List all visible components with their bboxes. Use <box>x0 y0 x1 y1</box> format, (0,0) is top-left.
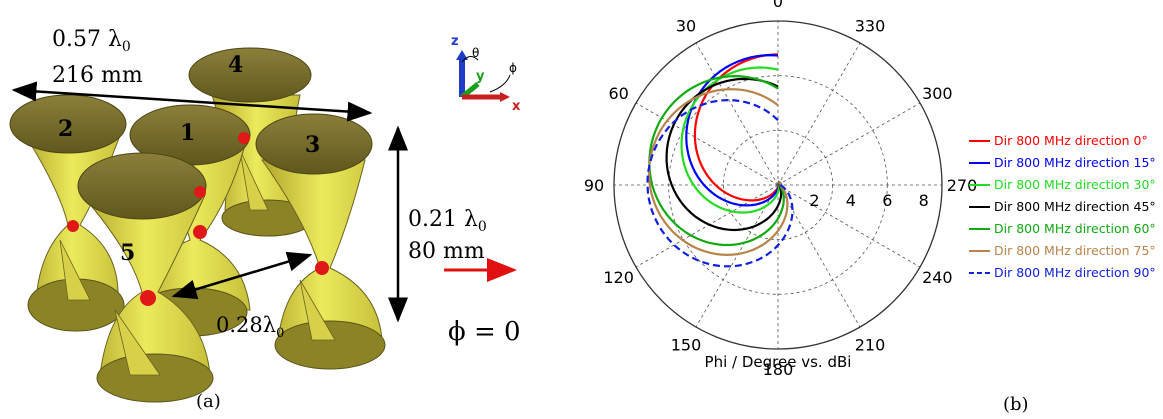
angle-label-240: 240 <box>922 268 953 287</box>
phi-axis-label: ϕ <box>509 61 517 75</box>
legend: Dir 800 MHz direction 0° Dir 800 MHz dire… <box>969 133 1156 280</box>
antenna-array-panel: 4 2 1 3 5 0.57 λ0 216 mm 0.21 λ0 80 mm 0… <box>9 27 521 412</box>
y-axis-label: y <box>476 69 485 84</box>
legend-label-1: Dir 800 MHz direction 15° <box>994 155 1156 170</box>
polar-grid <box>613 20 943 350</box>
legend-label-0: Dir 800 MHz direction 0° <box>994 133 1148 148</box>
series-curve-6 <box>646 98 794 268</box>
height-mm-label: 80 mm <box>408 239 485 264</box>
series-curve-1 <box>685 53 783 207</box>
caption-b: (b) <box>1003 394 1029 415</box>
phi-zero-label: ϕ = 0 <box>448 317 521 347</box>
angle-label-0: 0 <box>773 0 783 11</box>
element-number-1: 1 <box>180 120 195 146</box>
series-curve-5 <box>647 88 789 257</box>
width-mm-label: 216 mm <box>52 63 143 88</box>
coordinate-axes-icon: z θ y ϕ x <box>451 34 521 114</box>
antenna-element-5 <box>77 152 214 403</box>
grid-spoke-60 <box>635 102 779 186</box>
angle-label-270: 270 <box>947 176 978 195</box>
caption-a: (a) <box>196 391 221 412</box>
z-axis-label: z <box>451 34 459 49</box>
radial-label-8: 8 <box>919 191 929 210</box>
polar-labels: 0 30 60 90 120 150 180 210 240 270 300 330 2 4 6 8 <box>584 0 977 379</box>
angle-label-150: 150 <box>671 335 702 354</box>
angle-label-60: 60 <box>608 84 628 103</box>
polar-radiation-plot: 0 30 60 90 120 150 180 210 240 270 300 330 2 4 6 8 Phi … <box>584 0 1029 415</box>
legend-label-4: Dir 800 MHz direction 60° <box>994 221 1156 236</box>
angle-label-180: 180 <box>763 360 794 379</box>
radial-label-2: 2 <box>809 191 819 210</box>
polar-series <box>646 53 794 268</box>
height-wavelength-label: 0.21 λ0 <box>408 207 487 235</box>
legend-label-3: Dir 800 MHz direction 45° <box>994 199 1156 214</box>
legend-label-6: Dir 800 MHz direction 90° <box>994 265 1156 280</box>
angle-label-90: 90 <box>584 176 604 195</box>
element-number-2: 2 <box>58 116 73 142</box>
angle-label-300: 300 <box>922 84 953 103</box>
element-number-5: 5 <box>120 240 135 266</box>
grid-spoke-330 <box>777 42 861 186</box>
spacing-dimension-arrow <box>171 251 313 300</box>
angle-label-120: 120 <box>603 268 634 287</box>
angle-label-210: 210 <box>855 335 886 354</box>
angle-label-330: 330 <box>855 17 886 36</box>
radial-label-6: 6 <box>882 191 892 210</box>
antenna-element-2 <box>9 94 127 332</box>
angle-label-30: 30 <box>676 17 696 36</box>
radial-label-4: 4 <box>846 191 856 210</box>
element-number-4: 4 <box>228 52 243 78</box>
polar-xlabel: Phi / Degree vs. dBi <box>705 353 852 371</box>
legend-label-2: Dir 800 MHz direction 30° <box>994 177 1156 192</box>
polar-outer-ring <box>613 20 943 350</box>
width-wavelength-label: 0.57 λ0 <box>52 27 131 55</box>
legend-label-5: Dir 800 MHz direction 75° <box>994 243 1156 258</box>
width-dimension-arrow <box>11 81 373 122</box>
spacing-label: 0.28λ0 <box>216 313 284 341</box>
element-number-3: 3 <box>305 132 320 158</box>
grid-spoke-300 <box>777 102 921 186</box>
x-axis-label: x <box>512 99 521 114</box>
theta-label: θ <box>472 46 479 60</box>
